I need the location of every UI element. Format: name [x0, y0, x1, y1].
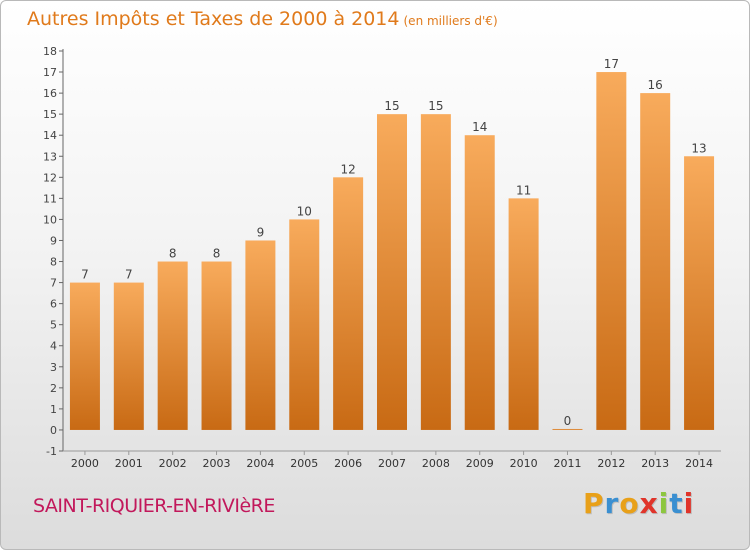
logo-letter: P — [583, 487, 605, 520]
bar-value-label: 14 — [472, 120, 487, 134]
y-tick-label: 16 — [43, 87, 57, 100]
bar-value-label: 11 — [516, 183, 531, 197]
proxiti-logo: Proxiti — [583, 487, 694, 520]
y-tick-label: 17 — [43, 66, 57, 79]
bar — [596, 72, 627, 430]
bar-value-label: 10 — [297, 204, 312, 218]
y-tick-label: 1 — [50, 403, 57, 416]
bar — [640, 93, 671, 430]
y-tick-label: 15 — [43, 108, 57, 121]
logo-letter: o — [619, 487, 640, 520]
bar — [113, 282, 144, 430]
y-tick-label: 18 — [43, 45, 57, 58]
x-tick-label: 2007 — [378, 457, 406, 470]
logo-letter: x — [639, 487, 659, 520]
bar — [552, 428, 583, 430]
bar — [377, 114, 407, 430]
chart-title: Autres Impôts et Taxes de 2000 à 2014 (en… — [27, 8, 498, 30]
bars — [69, 72, 715, 430]
bar-value-label: 12 — [340, 162, 355, 176]
commune-name: SAINT-RIQUIER-EN-RIVIèRE — [33, 495, 275, 517]
bar — [201, 261, 232, 430]
x-tick-label: 2003 — [203, 457, 231, 470]
title-text: Autres Impôts et Taxes de 2000 à 2014 — [27, 8, 400, 30]
y-tick-label: 8 — [50, 256, 57, 269]
bar-value-label: 9 — [257, 225, 265, 239]
y-tick-label: -1 — [46, 445, 57, 458]
bar — [69, 282, 100, 430]
y-tick-label: 12 — [43, 171, 57, 184]
bar-value-label: 15 — [384, 99, 399, 113]
unit-label: (en milliers d'€) — [403, 14, 498, 28]
x-tick-label: 2011 — [553, 457, 581, 470]
bar — [245, 240, 276, 430]
bar-value-label: 7 — [81, 268, 89, 282]
bar — [464, 135, 495, 430]
x-tick-label: 2010 — [510, 457, 538, 470]
bar-value-label: 15 — [428, 99, 443, 113]
x-tick-label: 2013 — [641, 457, 669, 470]
bar-value-label: 16 — [648, 78, 663, 92]
x-tick-label: 2012 — [597, 457, 625, 470]
bar — [157, 261, 188, 430]
y-tick-label: 6 — [50, 298, 57, 311]
y-tick-label: 7 — [50, 277, 57, 290]
bar — [333, 177, 364, 430]
y-tick-label: 14 — [43, 129, 57, 142]
bar-value-label: 17 — [604, 57, 619, 71]
logo-letter: i — [683, 487, 695, 520]
y-tick-label: 9 — [50, 234, 57, 247]
data-labels: 7 7 8 8 9 10 12 15 15 14 11 0 17 16 13 — [81, 57, 707, 428]
bar-value-label: 8 — [169, 247, 177, 261]
x-tick-label: 2008 — [422, 457, 450, 470]
y-tick-label: 13 — [43, 150, 57, 163]
x-tick-label: 2002 — [159, 457, 187, 470]
x-tick-label: 2006 — [334, 457, 362, 470]
x-tick-label: 2001 — [115, 457, 143, 470]
logo-letter: t — [669, 487, 684, 520]
bar-value-label: 8 — [213, 247, 221, 261]
bar-value-label: 7 — [125, 268, 133, 282]
bar — [684, 156, 715, 430]
y-tick-label: 3 — [50, 361, 57, 374]
bar-value-label: 0 — [564, 414, 572, 428]
x-tick-label: 2009 — [466, 457, 494, 470]
x-tick-label: 2014 — [685, 457, 713, 470]
x-tick-label: 2005 — [290, 457, 318, 470]
bar — [289, 219, 320, 430]
y-tick-label: 11 — [43, 192, 57, 205]
bar — [420, 114, 451, 430]
bar — [508, 198, 539, 430]
logo-letter: r — [604, 487, 620, 520]
y-tick-label: 0 — [50, 424, 57, 437]
y-tick-label: 2 — [50, 382, 57, 395]
x-tick-label: 2004 — [246, 457, 274, 470]
x-tick-label: 2000 — [71, 457, 99, 470]
bar-value-label: 13 — [691, 141, 706, 155]
y-tick-label: 5 — [50, 319, 57, 332]
logo-letter: i — [658, 487, 670, 520]
y-tick-label: 4 — [50, 340, 57, 353]
y-tick-label: 10 — [43, 213, 57, 226]
